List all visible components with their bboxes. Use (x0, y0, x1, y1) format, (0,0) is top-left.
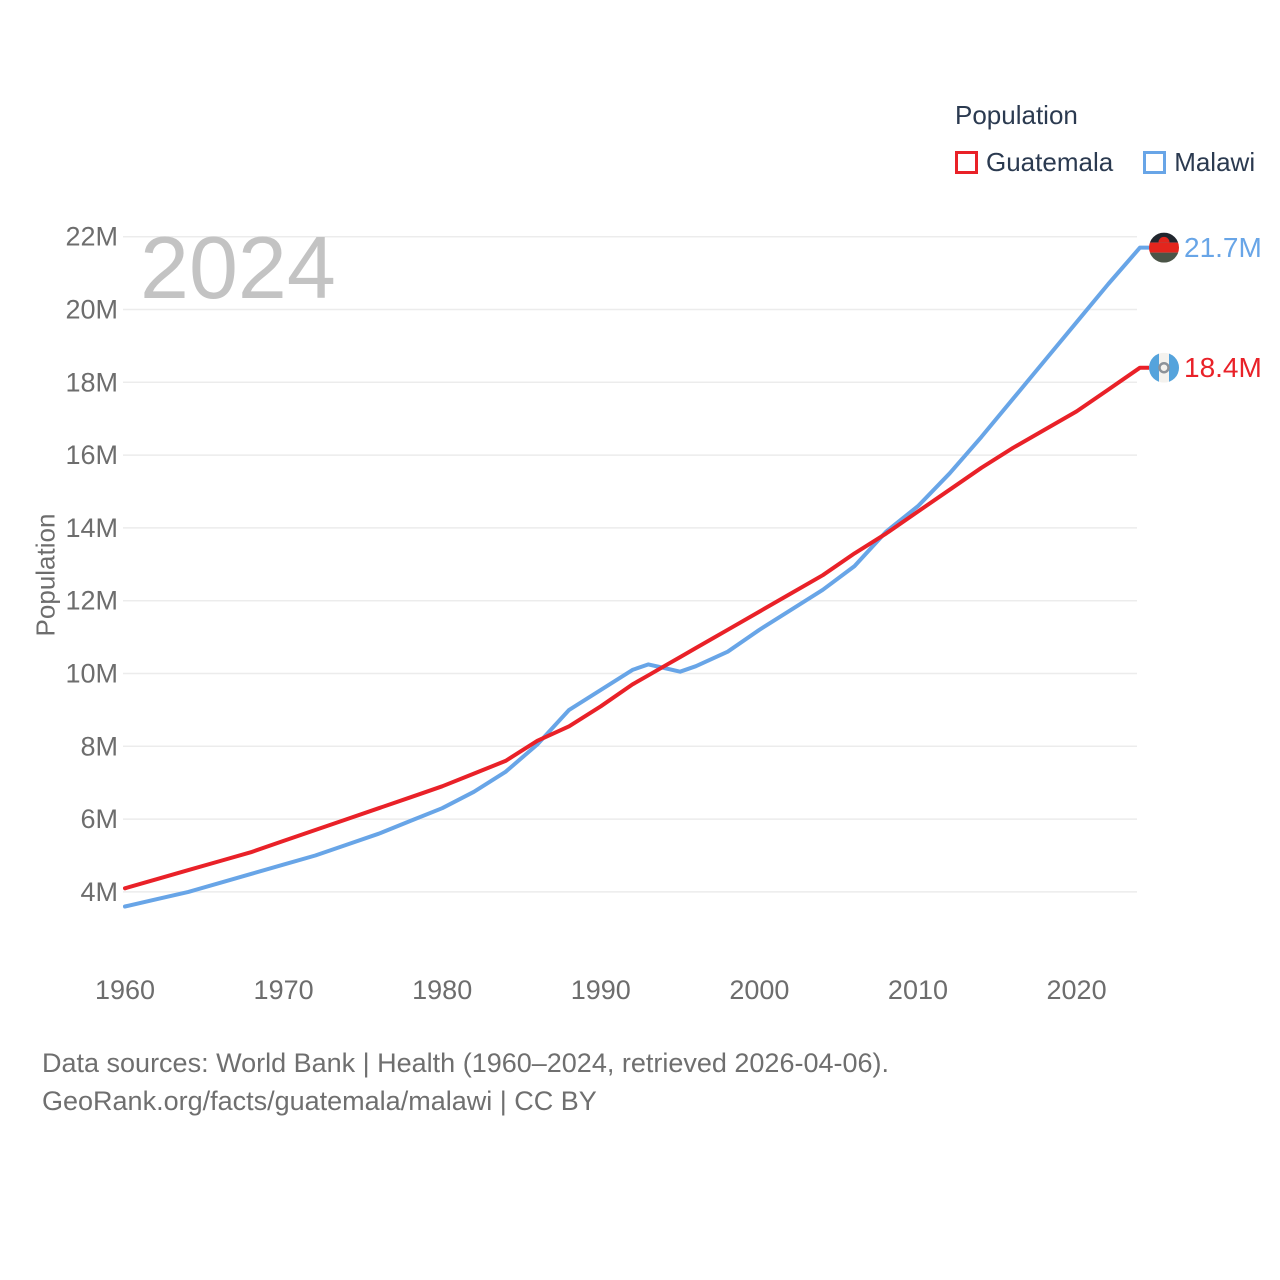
legend-item-guatemala[interactable]: Guatemala (955, 147, 1113, 178)
guatemala-flag-icon (1149, 352, 1179, 383)
legend-item-label: Guatemala (986, 147, 1114, 177)
malawi-end-value: 21.7M (1184, 232, 1262, 263)
x-tick-label: 2020 (1047, 975, 1107, 1005)
x-tick-label: 2010 (888, 975, 948, 1005)
malawi-flag-icon (1149, 232, 1179, 263)
y-tick-label: 14M (65, 513, 118, 543)
y-tick-label: 12M (65, 586, 118, 616)
y-tick-label: 16M (65, 440, 118, 470)
legend-title: Population (955, 100, 1078, 130)
legend-items: Guatemala Malawi (955, 147, 1255, 178)
guatemala-end-value: 18.4M (1184, 352, 1262, 383)
x-tick-label: 1990 (571, 975, 631, 1005)
malawi-line[interactable] (123, 245, 1154, 909)
x-tick-label: 1970 (254, 975, 314, 1005)
y-tick-label: 20M (65, 295, 118, 325)
y-tick-label: 4M (80, 877, 118, 907)
guatemala-swatch-icon (955, 151, 978, 174)
legend-item-malawi[interactable]: Malawi (1143, 147, 1255, 178)
footer-attribution: GeoRank.org/facts/guatemala/malawi | CC … (42, 1086, 597, 1117)
y-tick-label: 22M (65, 222, 118, 252)
y-axis-title: Population (30, 513, 61, 637)
guatemala-line[interactable] (123, 365, 1154, 891)
y-tick-label: 6M (80, 804, 118, 834)
year-watermark: 2024 (140, 218, 336, 317)
malawi-swatch-icon (1143, 151, 1167, 174)
y-tick-label: 8M (80, 731, 118, 761)
x-tick-label: 2000 (729, 975, 789, 1005)
footer: Data sources: World Bank | Health (1960–… (42, 1044, 889, 1121)
footer-sources: Data sources: World Bank | Health (1960–… (42, 1048, 889, 1078)
x-tick-label: 1980 (412, 975, 472, 1005)
x-tick-label: 1960 (95, 975, 155, 1005)
legend: Population Guatemala Malawi (955, 100, 1255, 178)
legend-item-label: Malawi (1174, 147, 1256, 177)
y-tick-label: 18M (65, 367, 118, 397)
y-tick-label: 10M (65, 659, 118, 689)
